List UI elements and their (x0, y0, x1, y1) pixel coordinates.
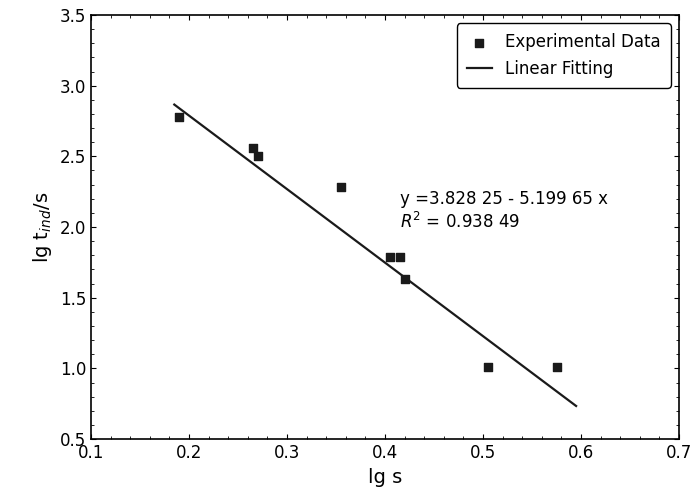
Experimental Data (482, 363, 493, 371)
Line: Linear Fitting: Linear Fitting (174, 105, 576, 406)
Linear Fitting (509, 356, 517, 362)
Linear Fitting (170, 102, 178, 108)
Y-axis label: lg t$_{ind}$/s: lg t$_{ind}$/s (32, 192, 54, 262)
Experimental Data (394, 253, 405, 261)
Text: y =3.828 25 - 5.199 65 x
$R^2$ = 0.938 49: y =3.828 25 - 5.199 65 x $R^2$ = 0.938 4… (400, 190, 608, 232)
Linear Fitting (534, 375, 542, 381)
Experimental Data (335, 184, 346, 192)
Linear Fitting (408, 280, 416, 286)
Linear Fitting (416, 286, 424, 292)
Experimental Data (551, 363, 562, 371)
Legend: Experimental Data, Linear Fitting: Experimental Data, Linear Fitting (456, 23, 671, 88)
Experimental Data (399, 275, 410, 283)
Linear Fitting (410, 281, 418, 287)
Experimental Data (247, 144, 258, 152)
Experimental Data (174, 113, 185, 121)
Experimental Data (384, 253, 395, 261)
Linear Fitting (172, 103, 180, 109)
Experimental Data (252, 152, 263, 160)
Linear Fitting (572, 403, 580, 409)
X-axis label: lg s: lg s (368, 468, 402, 487)
